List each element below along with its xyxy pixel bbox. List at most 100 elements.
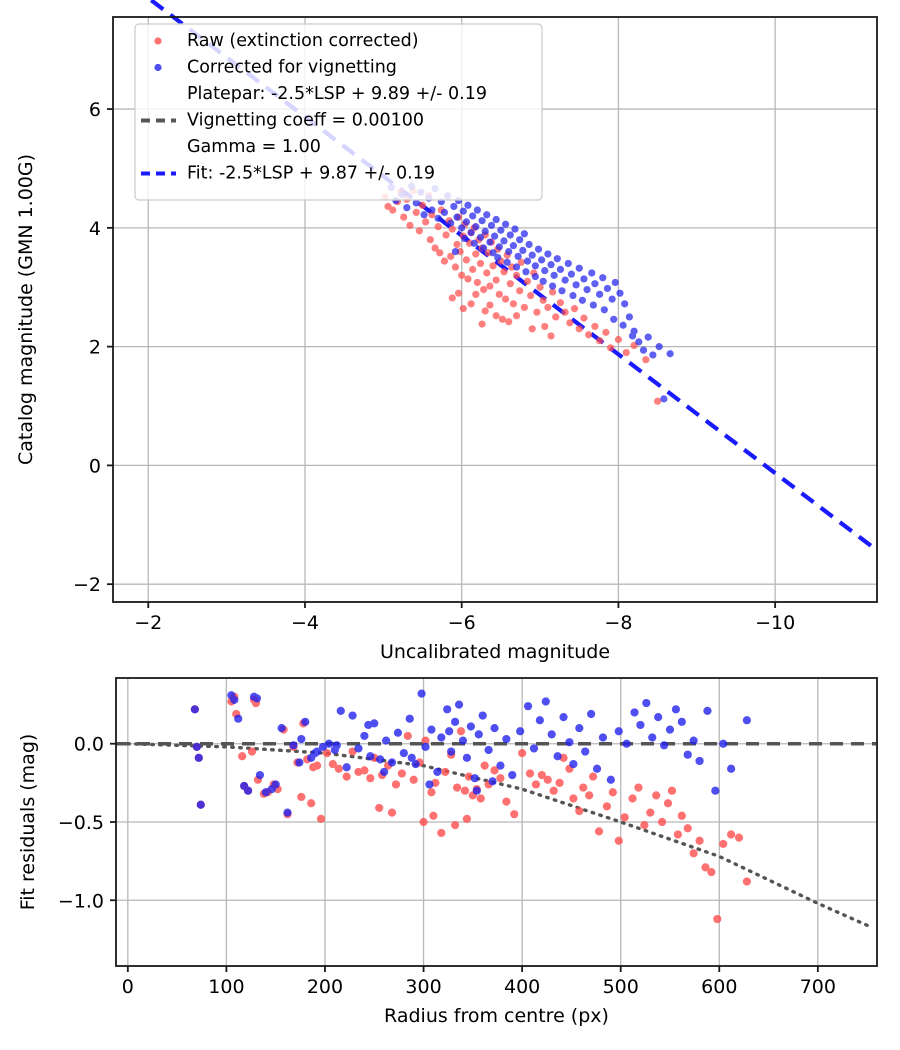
data-point: [434, 214, 442, 222]
data-point: [711, 786, 720, 795]
data-point: [496, 774, 505, 783]
data-point: [375, 803, 384, 813]
data-point: [429, 811, 438, 820]
data-point: [514, 252, 522, 260]
data-point: [490, 723, 499, 733]
legend-box: [134, 23, 543, 201]
data-point: [387, 808, 397, 817]
data-point: [683, 750, 692, 759]
data-point: [630, 708, 639, 717]
data-point: [506, 231, 514, 239]
data-point: [523, 257, 532, 265]
legend-label: Vignetting coeff = 0.00100: [187, 111, 424, 131]
data-point: [531, 262, 539, 270]
x-tick-label: 300: [405, 976, 441, 998]
y-tick-label: −2: [73, 574, 101, 596]
data-point: [393, 728, 403, 737]
data-point: [487, 221, 496, 230]
data-point: [277, 723, 286, 733]
data-point: [332, 741, 341, 750]
data-point: [663, 799, 673, 808]
data-point: [397, 769, 406, 778]
data-point: [391, 780, 401, 789]
data-point: [528, 251, 536, 259]
data-point: [658, 817, 667, 827]
data-point: [654, 713, 663, 722]
data-point: [673, 830, 682, 839]
data-point: [324, 739, 334, 748]
data-point: [238, 752, 247, 761]
data-point: [473, 206, 481, 214]
data-point: [476, 794, 485, 803]
legend-entry: Fit: -2.5*LSP + 9.87 +/- 0.19: [141, 164, 435, 184]
data-point: [472, 223, 480, 231]
data-point: [480, 286, 488, 294]
data-point: [486, 238, 494, 246]
data-point: [247, 747, 257, 756]
data-point: [544, 303, 552, 312]
data-point: [486, 282, 494, 290]
data-point: [505, 318, 513, 326]
data-point: [602, 802, 612, 811]
data-point: [301, 717, 310, 726]
top-plot-frame: [112, 16, 878, 603]
top-series-raw: [381, 187, 662, 405]
data-point: [616, 289, 624, 297]
data-point: [634, 783, 643, 792]
data-point: [727, 830, 736, 839]
data-point: [447, 219, 455, 227]
data-point: [436, 249, 444, 257]
data-point: [734, 833, 744, 842]
vignetting-curve: [126, 742, 869, 928]
data-point: [742, 716, 751, 725]
data-point: [520, 230, 528, 238]
data-point: [470, 774, 479, 783]
data-point: [448, 225, 456, 233]
data-point: [419, 817, 428, 827]
data-point: [665, 725, 675, 734]
legend-marker-dot: [154, 37, 162, 45]
data-point: [552, 313, 560, 321]
data-point: [467, 300, 475, 308]
data-point: [580, 314, 588, 322]
y-tick-label: 6: [89, 99, 101, 121]
data-point: [316, 814, 326, 823]
data-point: [509, 300, 518, 308]
data-point: [480, 761, 489, 770]
data-point: [421, 742, 430, 751]
data-point: [598, 733, 608, 742]
data-point: [474, 730, 483, 739]
data-point: [462, 814, 472, 823]
data-point: [364, 720, 373, 730]
data-point: [434, 223, 442, 231]
data-point: [539, 296, 547, 304]
data-point: [466, 722, 475, 731]
data-point: [428, 206, 436, 214]
data-point: [636, 720, 645, 730]
data-point: [520, 303, 528, 312]
data-point: [497, 226, 505, 234]
data-point: [531, 780, 541, 789]
data-point: [447, 747, 456, 756]
data-point: [695, 756, 704, 766]
data-point: [234, 714, 243, 723]
data-point: [689, 736, 698, 745]
data-point: [594, 827, 604, 836]
data-point: [462, 256, 470, 264]
legend-label: Gamma = 1.00: [187, 137, 321, 157]
data-point: [473, 278, 481, 287]
data-point: [480, 244, 488, 252]
data-point: [671, 705, 681, 714]
data-point: [719, 839, 728, 849]
data-point: [360, 766, 369, 775]
x-tick-label: 100: [208, 976, 244, 998]
data-point: [403, 731, 412, 741]
data-point: [575, 264, 583, 272]
data-point: [541, 266, 549, 275]
bottom-yaxis-label: Fit residuals (mag): [17, 734, 39, 911]
data-point: [608, 295, 616, 303]
legend-marker-dot: [154, 63, 162, 72]
data-point: [297, 734, 306, 744]
data-point: [271, 780, 280, 789]
data-point: [653, 397, 662, 405]
